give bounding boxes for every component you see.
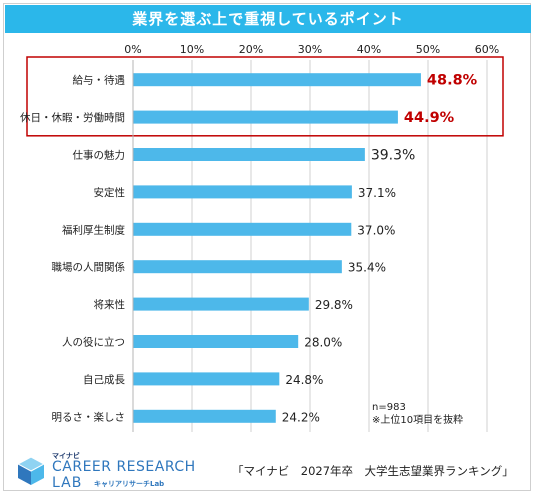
sample-size: n=983 — [372, 402, 406, 413]
bar — [133, 222, 352, 236]
x-tick-label: 0% — [124, 43, 141, 56]
x-tick-label: 50% — [416, 43, 440, 56]
value-label: 24.8% — [285, 373, 323, 387]
value-label: 44.9% — [404, 110, 455, 126]
value-label: 48.8% — [427, 73, 478, 89]
x-tick-label: 40% — [357, 43, 381, 56]
logo-brand-small: マイナビ — [52, 452, 80, 460]
category-label: 安定性 — [94, 186, 126, 199]
bar — [133, 185, 352, 199]
cube-icon — [16, 456, 46, 485]
category-label: 福利厚生制度 — [62, 223, 125, 236]
x-tick-label: 60% — [475, 43, 499, 56]
highlight-box — [26, 56, 504, 137]
category-label: 明るさ・楽しさ — [52, 410, 126, 423]
value-label: 29.8% — [315, 298, 353, 312]
chart-title-banner: 業界を選ぶ上で重視しているポイント — [5, 5, 531, 33]
x-tick-label: 20% — [239, 43, 263, 56]
bar — [133, 148, 365, 161]
value-label: 24.2% — [282, 410, 320, 424]
category-label: 職場の人間関係 — [52, 261, 126, 274]
category-label: 給与・待遇 — [73, 74, 126, 87]
value-label: 28.0% — [304, 336, 342, 350]
category-label: 仕事の魅力 — [73, 149, 126, 162]
category-label: 休日・休暇・労働時間 — [20, 111, 125, 124]
value-label: 37.0% — [357, 223, 395, 237]
logo-brand-main: CAREER RESEARCH — [52, 459, 196, 475]
logo-brand-sub: キャリアリサーチLab — [94, 480, 165, 488]
excerpt-note: ※上位10項目を抜粋 — [372, 415, 464, 426]
bar — [133, 260, 342, 274]
category-label: 自己成長 — [83, 373, 125, 386]
value-label: 35.4% — [348, 261, 386, 275]
category-label: 将来性 — [94, 298, 126, 311]
bar — [133, 73, 421, 87]
logo-brand-lab: LAB — [52, 475, 83, 491]
bar — [133, 372, 280, 386]
bar — [133, 335, 299, 348]
bar — [133, 409, 276, 423]
category-label: 人の役に立つ — [62, 336, 125, 349]
x-tick-label: 30% — [298, 43, 322, 56]
bar — [133, 110, 398, 124]
career-research-lab-logo: マイナビ CAREER RESEARCH LAB キャリアリサーチLab — [14, 450, 204, 492]
value-label: 39.3% — [371, 148, 415, 164]
sample-note: n=983 ※上位10項目を抜粋 — [372, 401, 463, 427]
value-label: 37.1% — [358, 186, 396, 200]
x-tick-label: 10% — [180, 43, 204, 56]
bar — [133, 297, 309, 311]
source-caption: 「マイナビ 2027年卒 大学生志望業界ランキング」 — [232, 464, 514, 478]
